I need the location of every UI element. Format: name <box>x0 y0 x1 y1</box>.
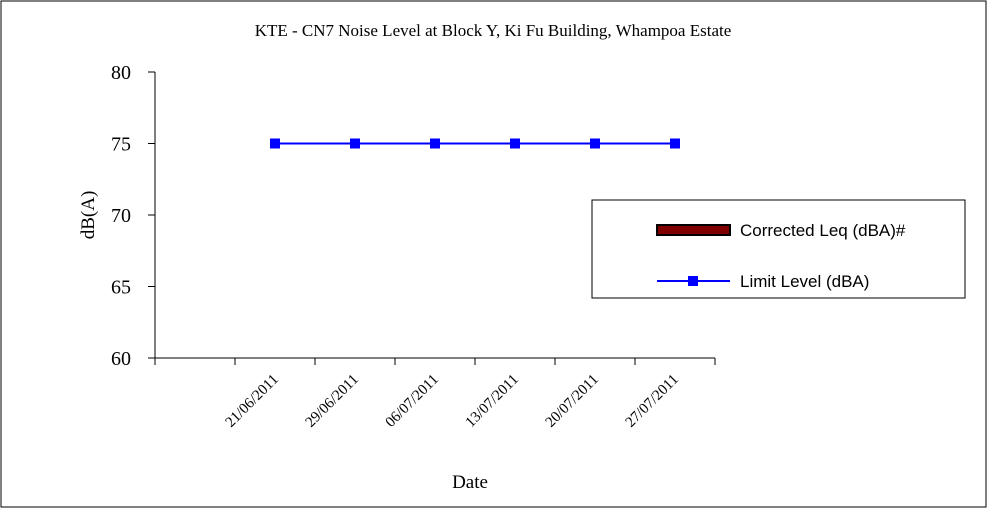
y-axis-title: dB(A) <box>78 191 99 240</box>
legend-box <box>591 199 966 299</box>
x-axis-title: Date <box>452 472 488 493</box>
line-marker <box>270 138 280 149</box>
y-tick-label: 75 <box>111 134 131 156</box>
chart-title: KTE - CN7 Noise Level at Block Y, Ki Fu … <box>255 21 732 40</box>
legend-label: Limit Level (dBA) <box>740 272 869 291</box>
y-tick-label: 65 <box>111 277 131 299</box>
y-tick-label: 60 <box>111 348 131 370</box>
legend-label: Corrected Leq (dBA)# <box>740 221 906 240</box>
y-tick-label: 80 <box>111 62 131 84</box>
line-marker <box>430 138 440 149</box>
y-tick-label: 70 <box>111 205 131 227</box>
line-marker <box>670 138 680 149</box>
line-marker <box>510 138 520 149</box>
line-marker <box>590 138 600 149</box>
line-marker <box>350 138 360 149</box>
legend-swatch <box>656 224 731 236</box>
legend-marker <box>688 276 698 286</box>
